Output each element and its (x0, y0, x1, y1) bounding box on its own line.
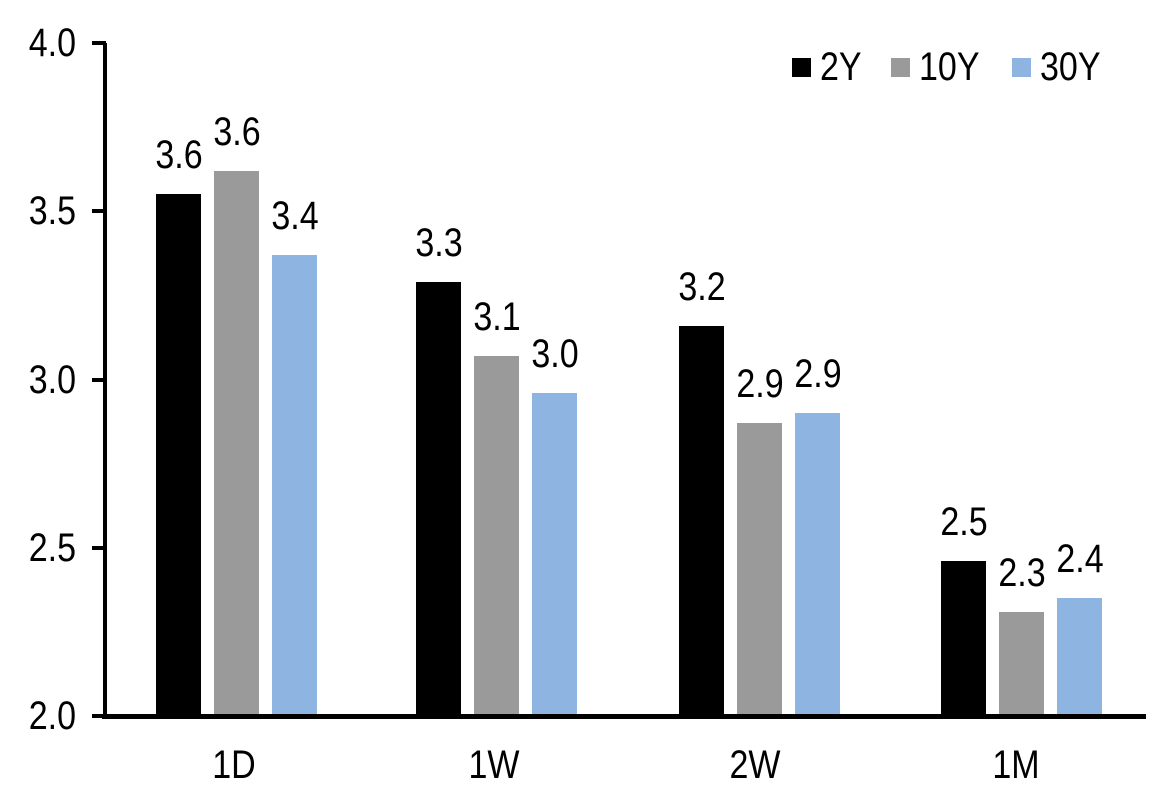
bar-value-label: 3.3 (414, 220, 463, 265)
bar-30y-2w (795, 413, 840, 716)
bar-2y-1m (941, 561, 986, 716)
legend-item-30y: 30Y (1012, 46, 1111, 88)
bar-10y-1w (474, 355, 519, 716)
legend-swatch-10y (890, 57, 910, 77)
y-tick-mark (92, 377, 106, 382)
bar-2y-1d (156, 194, 201, 716)
y-tick-mark (92, 545, 106, 550)
y-axis-line (103, 43, 107, 718)
legend-item-2y: 2Y (792, 46, 869, 88)
y-tick-label: 4.0 (28, 21, 76, 65)
legend-item-10y: 10Y (890, 45, 990, 89)
x-axis-label: 1D (212, 743, 256, 787)
bar-10y-2w (737, 423, 782, 716)
bar-value-label: 3.4 (270, 193, 319, 238)
bar-2y-1w (416, 281, 461, 716)
bar-value-label: 2.5 (939, 500, 988, 545)
y-tick-mark (92, 714, 106, 718)
y-tick-label: 3.5 (28, 189, 76, 234)
bar-value-label: 3.2 (677, 264, 726, 309)
y-tick-mark (92, 209, 106, 214)
bar-30y-1m (1057, 598, 1102, 716)
bar-value-label: 3.6 (154, 133, 203, 178)
bar-30y-1d (272, 254, 317, 716)
bar-value-label: 2.9 (793, 352, 842, 397)
legend-label-10y: 10Y (918, 45, 980, 89)
bar-30y-1w (532, 392, 577, 716)
x-axis-line (102, 714, 1146, 719)
bar-value-label: 3.0 (530, 331, 579, 376)
bar-value-label: 2.4 (1055, 537, 1104, 582)
bar-value-label: 2.9 (735, 362, 784, 407)
legend-swatch-2y (792, 57, 811, 77)
legend: 2Y 10Y 30Y (792, 46, 1111, 88)
y-tick-label: 2.0 (28, 694, 76, 738)
bar-value-label: 3.1 (472, 294, 521, 339)
legend-label-2y: 2Y (820, 45, 862, 89)
bar-10y-1d (214, 170, 259, 716)
x-axis-label: 1M (992, 743, 1040, 787)
y-tick-mark (92, 41, 106, 45)
x-axis-label: 1W (468, 743, 520, 787)
x-axis-label: 2W (729, 743, 781, 787)
bar-value-label: 2.3 (997, 550, 1046, 595)
legend-label-30y: 30Y (1040, 45, 1101, 89)
bar-2y-2w (679, 325, 724, 716)
legend-swatch-30y (1012, 57, 1032, 77)
y-tick-label: 2.5 (28, 525, 76, 570)
bar-value-label: 3.6 (212, 109, 261, 154)
bar-10y-1m (999, 611, 1044, 716)
y-tick-label: 3.0 (28, 357, 76, 402)
